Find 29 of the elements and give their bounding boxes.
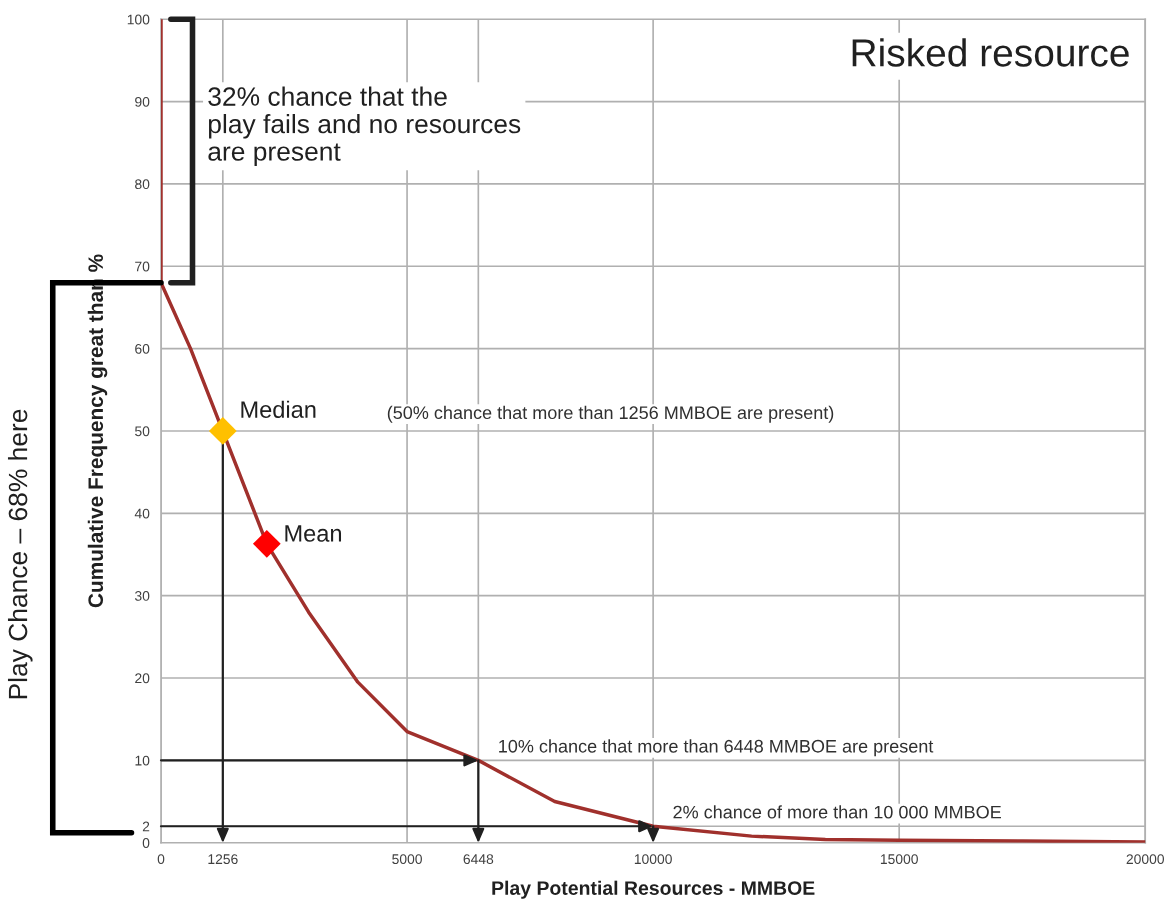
series-label: Median bbox=[241, 400, 316, 418]
x-tick-label: 10000 bbox=[634, 854, 672, 865]
y-tick-label: 0 bbox=[142, 838, 150, 848]
y-tick-label: 50 bbox=[135, 426, 150, 437]
y-tick-label: 100 bbox=[127, 14, 150, 25]
chart-title: Risked resource bbox=[852, 38, 1129, 67]
y-tick-label: 60 bbox=[135, 343, 150, 354]
x-tick-label: 1256 bbox=[208, 854, 238, 865]
y-tick-label: 30 bbox=[134, 591, 150, 601]
y-tick-label: 70 bbox=[135, 261, 150, 272]
y-tick-label: 90 bbox=[135, 96, 150, 107]
series-label: Mean bbox=[285, 525, 342, 542]
x-tick-label: 20000 bbox=[1126, 854, 1165, 865]
y-tick-label: 2 bbox=[142, 821, 150, 832]
annotation: (50% chance that more than 1256 MMBOE are present) bbox=[387, 405, 834, 423]
annotation: 10% chance that more than 6448 MMBOE are present bbox=[499, 739, 934, 757]
x-axis-title: Play Potential Resources - MMBOE bbox=[492, 880, 815, 899]
y-tick-label: 10 bbox=[135, 755, 150, 766]
x-tick-label: 5000 bbox=[392, 854, 422, 865]
line-series bbox=[161, 19, 1146, 843]
annotation: 2% chance of more than 10 000 MMBOE bbox=[673, 805, 1001, 819]
x-tick-label: 6448 bbox=[463, 854, 494, 865]
text: Play Chance – 68% here bbox=[7, 409, 33, 699]
y-tick-label: 80 bbox=[135, 179, 150, 190]
annotation: 32% chance that the play fails and no resources are present bbox=[208, 86, 521, 167]
y-tick-label: 40 bbox=[134, 508, 150, 519]
y-tick-label: 20 bbox=[135, 673, 150, 684]
x-tick-label: 0 bbox=[157, 854, 165, 865]
x-tick-label: 15000 bbox=[880, 854, 918, 865]
